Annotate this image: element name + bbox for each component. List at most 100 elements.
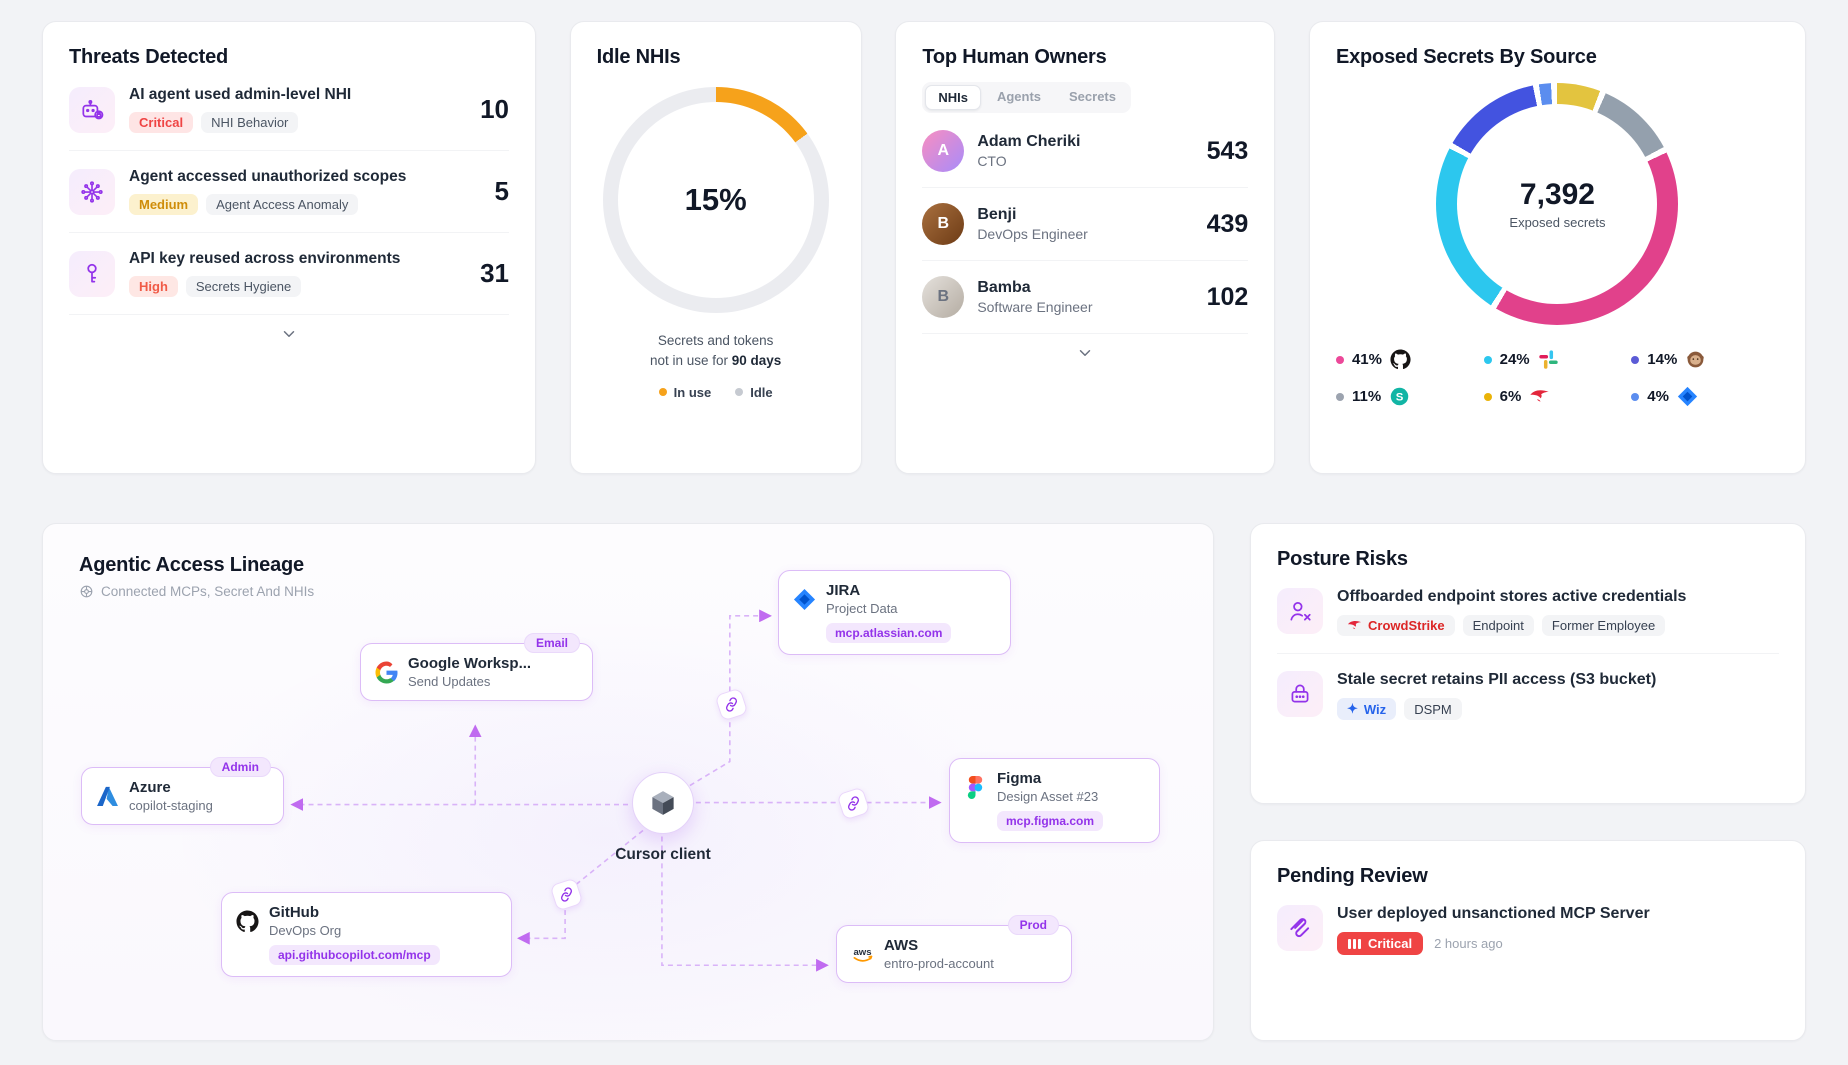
- lineage-connectors: [290, 609, 942, 972]
- former-employee-badge: Former Employee: [1541, 615, 1666, 636]
- owners-expand-chevron[interactable]: [922, 334, 1248, 362]
- owner-count: 543: [1206, 136, 1249, 165]
- jira-icon: [1677, 386, 1698, 407]
- stale-secret-lock-icon: [1277, 671, 1323, 717]
- legend-item-jira: 4%: [1631, 386, 1779, 407]
- exposed-secrets-donut-chart: 7,392 Exposed secrets: [1436, 83, 1679, 325]
- dspm-badge: DSPM: [1404, 698, 1462, 720]
- severity-badge: Medium: [129, 194, 199, 215]
- posture-risks-card: Posture Risks Offboarded endpoint stores…: [1250, 523, 1806, 804]
- tab-secrets[interactable]: Secrets: [1069, 89, 1116, 104]
- threat-title: API key reused across environments: [129, 250, 401, 267]
- threat-count: 10: [480, 94, 509, 124]
- legend-dot: [1483, 392, 1492, 401]
- severity-badge: High: [129, 276, 178, 297]
- owners-tab-group: NHIs Agents Secrets: [922, 82, 1131, 113]
- threat-row[interactable]: AI agent used admin-level NHI Critical N…: [69, 69, 509, 151]
- owner-name: Bamba: [977, 279, 1031, 296]
- legend-idle-label: Idle: [750, 384, 773, 400]
- threat-row[interactable]: Agent accessed unauthorized scopes Mediu…: [69, 151, 509, 233]
- scopes-network-icon: [69, 168, 115, 215]
- owner-count: 439: [1206, 209, 1249, 238]
- lineage-node-github[interactable]: GitHub DevOps Org api.githubcopilot.com/…: [221, 892, 512, 977]
- exposed-subtitle: Exposed secrets: [1509, 215, 1606, 230]
- avatar: B: [922, 276, 965, 318]
- legend-item-monkey: 14%: [1631, 349, 1779, 370]
- posture-risk-row[interactable]: Offboarded endpoint stores active creden…: [1277, 571, 1779, 654]
- aws-icon: [851, 943, 874, 966]
- prod-tag: Prod: [1007, 915, 1059, 935]
- legend-dot: [1631, 392, 1640, 401]
- category-badge: NHI Behavior: [201, 112, 299, 133]
- threats-expand-chevron[interactable]: [69, 315, 509, 343]
- top-human-owners-card: Top Human Owners NHIs Agents Secrets A A…: [895, 21, 1276, 474]
- tab-nhis[interactable]: NHIs: [925, 85, 981, 110]
- legend-in-use-label: In use: [673, 384, 712, 400]
- threat-count: 5: [494, 176, 509, 206]
- monkey-icon: [1685, 349, 1706, 370]
- posture-risk-title: Offboarded endpoint stores active creden…: [1337, 588, 1687, 605]
- wiz-star-icon: ✦: [1347, 701, 1358, 716]
- posture-risk-title: Stale secret retains PII access (S3 buck…: [1337, 671, 1657, 688]
- lineage-node-figma[interactable]: Figma Design Asset #23 mcp.figma.com: [949, 758, 1160, 843]
- agentic-access-lineage-card: Agentic Access Lineage Connected MCPs, S…: [42, 523, 1214, 1041]
- github-icon: [236, 910, 259, 933]
- ai-agent-robot-icon: [69, 86, 115, 133]
- owner-row[interactable]: A Adam Cheriki CTO 543: [922, 115, 1249, 188]
- owner-row[interactable]: B Bamba Software Engineer 102: [922, 261, 1249, 334]
- lineage-node-cursor-client[interactable]: [632, 772, 694, 834]
- severity-badge: Critical: [129, 112, 194, 133]
- figma-icon: [964, 776, 987, 799]
- pending-review-row[interactable]: User deployed unsanctioned MCP Server Cr…: [1277, 888, 1779, 972]
- slack-icon: [1538, 349, 1559, 370]
- owner-row[interactable]: B Benji DevOps Engineer 439: [922, 188, 1249, 261]
- exposed-secrets-card: Exposed Secrets By Source 7,392 Exposed …: [1308, 21, 1806, 474]
- owner-name: Adam Cheriki: [977, 133, 1081, 150]
- lineage-node-google-workspace[interactable]: Email Google Worksp... Send Updates: [360, 633, 593, 701]
- idle-donut-chart: 15%: [602, 87, 829, 313]
- pending-card-title: Pending Review: [1277, 865, 1428, 887]
- tab-agents[interactable]: Agents: [996, 89, 1041, 104]
- legend-item-crowdstrike: 6%: [1483, 386, 1632, 407]
- github-icon: [1390, 349, 1411, 370]
- mcp-url-badge: api.githubcopilot.com/mcp: [269, 945, 440, 965]
- legend-item-github: 41%: [1335, 349, 1484, 370]
- posture-risk-row[interactable]: Stale secret retains PII access (S3 buck…: [1277, 654, 1779, 737]
- owner-role: DevOps Engineer: [977, 226, 1088, 242]
- lineage-node-azure[interactable]: Admin Azure copilot-staging: [81, 757, 284, 825]
- idle-nhis-card: Idle NHIs 15% Secrets and tokens not in …: [569, 21, 862, 474]
- idle-percent: 15%: [684, 182, 747, 217]
- mcp-url-badge: mcp.atlassian.com: [826, 623, 952, 643]
- offboarded-user-icon: [1277, 588, 1323, 634]
- email-tag: Email: [523, 633, 580, 653]
- endpoint-badge: Endpoint: [1462, 615, 1534, 636]
- google-icon: [375, 661, 398, 684]
- threats-card-title: Threats Detected: [69, 46, 229, 68]
- legend-item-slack: 24%: [1483, 349, 1632, 370]
- cursor-cube-icon: [648, 788, 678, 818]
- severity-bars-icon: [1348, 938, 1361, 949]
- exposed-total: 7,392: [1519, 178, 1595, 211]
- pending-timestamp: 2 hours ago: [1434, 936, 1503, 951]
- wiz-badge: ✦ Wiz: [1337, 698, 1397, 720]
- crowdstrike-falcon-icon: [1347, 618, 1362, 633]
- category-badge: Secrets Hygiene: [185, 276, 302, 297]
- legend-item-s: 11%: [1335, 386, 1484, 407]
- admin-tag: Admin: [209, 757, 271, 777]
- mcp-server-icon: [1277, 905, 1323, 951]
- jira-icon: [793, 588, 816, 611]
- lineage-node-aws[interactable]: Prod AWS entro-prod-account: [836, 915, 1072, 983]
- idle-dot: [735, 388, 744, 396]
- threat-row[interactable]: API key reused across environments High …: [69, 233, 509, 315]
- cursor-client-label: Cursor client: [615, 846, 711, 863]
- category-badge: Agent Access Anomaly: [206, 194, 359, 215]
- mcp-url-badge: mcp.figma.com: [997, 811, 1104, 831]
- critical-severity-badge: Critical: [1337, 932, 1424, 955]
- pending-item-title: User deployed unsanctioned MCP Server: [1337, 905, 1650, 922]
- owner-count: 102: [1206, 282, 1249, 311]
- threat-count: 31: [480, 258, 509, 288]
- lineage-node-jira[interactable]: JIRA Project Data mcp.atlassian.com: [778, 570, 1011, 655]
- idle-card-title: Idle NHIs: [596, 46, 681, 68]
- exposed-card-title: Exposed Secrets By Source: [1335, 46, 1597, 68]
